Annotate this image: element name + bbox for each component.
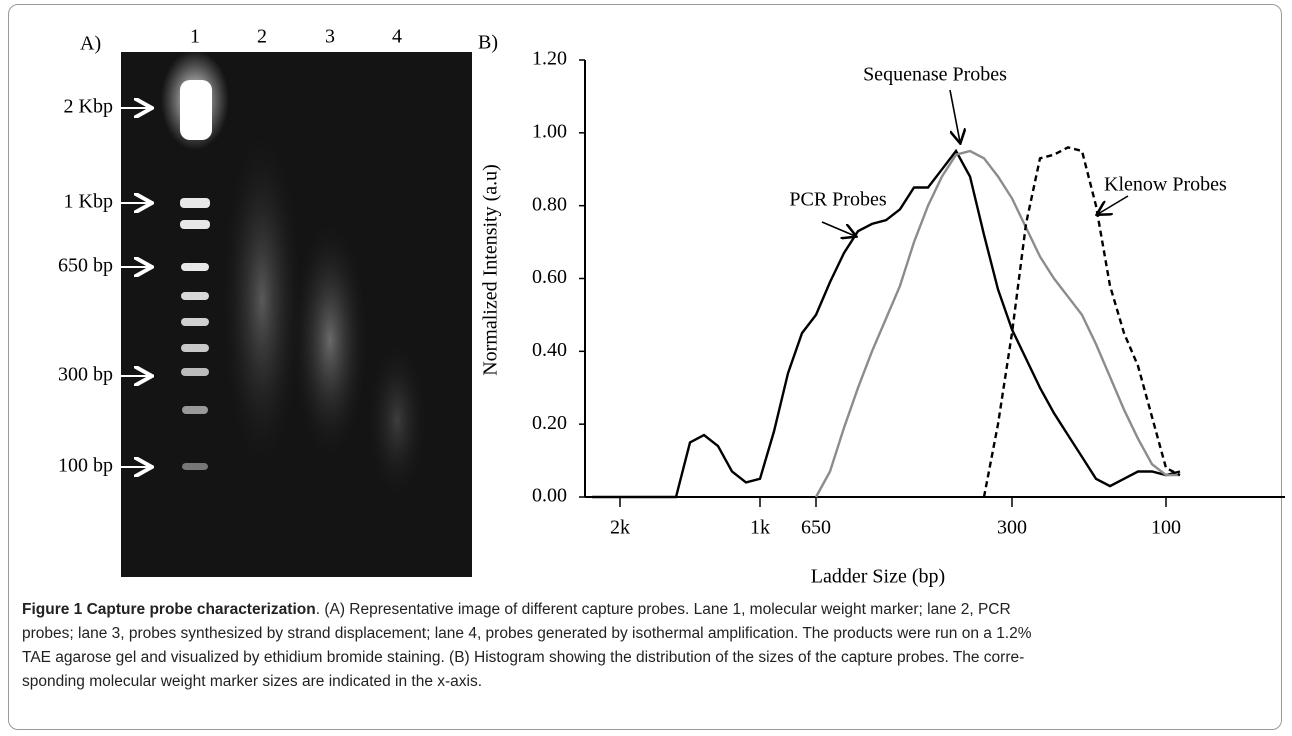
marker-arrows — [117, 108, 150, 467]
lane-label: 3 — [325, 26, 335, 48]
panel-label: A) — [80, 33, 101, 55]
gel-smear — [292, 220, 368, 460]
chart: B) Ladder Size (bp) Normalized Intensity… — [478, 32, 1285, 588]
y-tick-label: 1.00 — [532, 120, 567, 142]
lane-label: 4 — [392, 26, 402, 48]
y-axis-label: Normalized Intensity (a.u) — [480, 164, 502, 376]
lane-label: 1 — [190, 26, 200, 48]
panel-label: B) — [478, 32, 498, 54]
series-annotation: Klenow Probes — [1104, 174, 1227, 196]
caption: Figure 1 Capture probe characterization.… — [22, 598, 1032, 694]
y-tick-label: 0.20 — [532, 412, 567, 434]
caption-text: . (A) Representative image of different … — [315, 601, 1011, 618]
gel-smear — [367, 340, 427, 500]
y-tick-label: 0.00 — [532, 485, 567, 507]
marker-label: 300 bp — [58, 364, 113, 386]
caption-line: sponding molecular weight marker sizes a… — [22, 670, 1032, 694]
caption-line: probes; lane 3, probes synthesized by st… — [22, 622, 1032, 646]
series-line — [592, 148, 1181, 499]
caption-label: Figure 1 Capture probe characterization — [22, 601, 316, 618]
marker-label: 1 Kbp — [64, 191, 113, 213]
caption-line: Figure 1 Capture probe characterization.… — [22, 598, 1032, 622]
x-tick-label: 2k — [610, 517, 630, 539]
series-line — [982, 146, 1181, 498]
marker-label: 100 bp — [58, 455, 113, 477]
figure: A) 1 2 3 4 2 Kbp 1 Kbp 650 bp 300 bp 100… — [58, 26, 1285, 588]
y-tick-label: 1.20 — [532, 48, 567, 70]
x-tick-label: 1k — [750, 517, 770, 539]
caption-text: probes; lane 3, probes synthesized by st… — [22, 625, 1032, 642]
gel-panel: A) 1 2 3 4 2 Kbp 1 Kbp 650 bp 300 bp 100… — [58, 26, 472, 577]
caption-text: sponding molecular weight marker sizes a… — [22, 673, 483, 690]
x-tick-label: 650 — [801, 517, 831, 539]
marker-label: 650 bp — [58, 255, 113, 277]
marker-label: 2 Kbp — [64, 96, 113, 118]
lane-label: 2 — [257, 26, 267, 48]
series-annotation: Sequenase Probes — [863, 64, 1007, 86]
caption-line: TAE agarose gel and visualized by ethidi… — [22, 646, 1032, 670]
series-annotation: PCR Probes — [789, 189, 886, 211]
y-tick-label: 0.80 — [532, 193, 567, 215]
series-line — [814, 149, 1180, 498]
caption-text: TAE agarose gel and visualized by ethidi… — [22, 649, 1025, 666]
x-tick-label: 300 — [997, 517, 1027, 539]
x-tick-label: 100 — [1151, 517, 1181, 539]
gel-smear — [222, 130, 302, 470]
ladder-bands — [180, 80, 212, 470]
y-tick-label: 0.40 — [532, 339, 567, 361]
x-axis-label: Ladder Size (bp) — [811, 566, 945, 588]
annotation-arrows — [821, 89, 1129, 236]
y-tick-label: 0.60 — [532, 266, 567, 288]
figure-frame — [8, 4, 1282, 730]
